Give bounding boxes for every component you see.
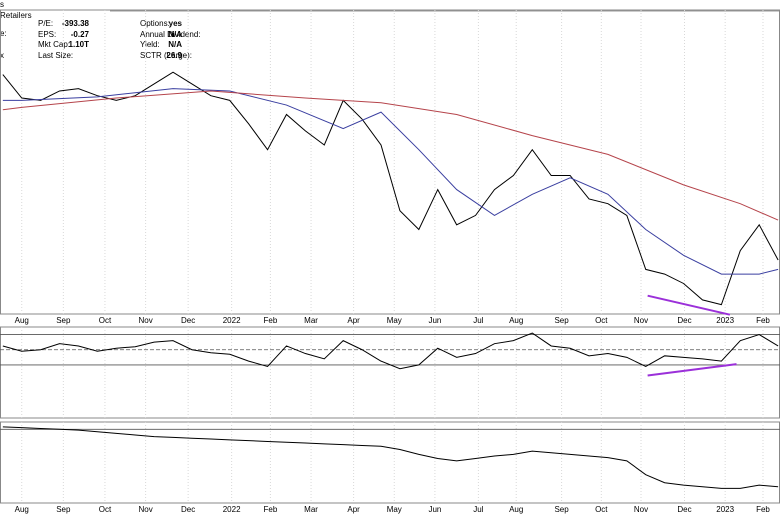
x-tick-label: Sep xyxy=(56,316,71,325)
x-tick-label: Aug xyxy=(509,316,523,325)
x-tick-label: Nov xyxy=(634,505,648,514)
x-tick-label: Oct xyxy=(99,316,112,325)
x-tick-label: 2023 xyxy=(716,505,734,514)
moving-average xyxy=(2,88,779,275)
price-line xyxy=(2,426,779,489)
x-tick-label: Mar xyxy=(304,316,318,325)
stat-label: Yield: xyxy=(140,40,160,49)
stat-value: N/A xyxy=(168,30,182,39)
stat-label: Last Size: xyxy=(38,51,73,60)
x-tick-label: Feb xyxy=(264,316,278,325)
x-tick-label: Dec xyxy=(677,316,691,325)
x-tick-label: Apr xyxy=(347,316,360,325)
x-tick-label: Nov xyxy=(138,505,152,514)
x-tick-label: Dec xyxy=(677,505,691,514)
x-tick-label: May xyxy=(387,505,402,514)
x-tick-label: Oct xyxy=(595,505,608,514)
stat-value: yes xyxy=(169,19,183,28)
x-tick-label: Dec xyxy=(181,316,195,325)
x-tick-label: Sep xyxy=(56,505,71,514)
stat-label: SCTR (Large): xyxy=(140,51,192,60)
x-tick-label: 2023 xyxy=(716,316,734,325)
price-line xyxy=(2,332,779,370)
x-tick-label: Nov xyxy=(138,316,152,325)
x-tick-label: Nov xyxy=(634,316,648,325)
x-tick-label: Aug xyxy=(15,316,29,325)
x-tick-label: Sep xyxy=(554,505,569,514)
side-label: e: xyxy=(0,29,7,38)
side-label: x xyxy=(0,51,4,60)
panel-frame xyxy=(0,9,780,315)
stat-value: 26.9 xyxy=(166,51,182,60)
x-tick-label: Aug xyxy=(15,505,29,514)
x-tick-label: Jul xyxy=(473,316,483,325)
sector: Retailers xyxy=(0,11,32,20)
trendline xyxy=(647,363,737,377)
x-tick-label: Feb xyxy=(756,505,770,514)
symbol-fragment: s xyxy=(0,0,4,9)
stat-label: Annual Dividend: xyxy=(140,30,200,39)
stat-label: EPS: xyxy=(38,30,56,39)
stat-label: Mkt Cap: xyxy=(38,40,70,49)
x-tick-label: Feb xyxy=(756,316,770,325)
price-line xyxy=(2,71,779,306)
x-tick-label: Feb xyxy=(264,505,278,514)
x-tick-label: Sep xyxy=(554,316,569,325)
x-tick-label: Jun xyxy=(428,316,441,325)
stat-label: Options: xyxy=(140,19,170,28)
moving-average xyxy=(2,90,779,221)
panel-frame xyxy=(0,326,780,419)
stat-label: P/E: xyxy=(38,19,53,28)
trendline xyxy=(647,294,731,316)
x-tick-label: Aug xyxy=(509,505,523,514)
x-tick-label: Apr xyxy=(347,505,360,514)
x-tick-label: 2022 xyxy=(223,505,241,514)
x-tick-label: Jul xyxy=(473,505,483,514)
x-tick-label: Mar xyxy=(304,505,318,514)
x-tick-label: Oct xyxy=(99,505,112,514)
x-tick-label: Dec xyxy=(181,505,195,514)
x-tick-label: May xyxy=(387,316,402,325)
stat-value: -393.38 xyxy=(62,19,90,28)
panel-frame xyxy=(0,421,780,504)
stat-value: 1.10T xyxy=(69,40,90,49)
x-tick-label: Jun xyxy=(428,505,441,514)
stat-value: -0.27 xyxy=(71,30,90,39)
stat-value: N/A xyxy=(168,40,182,49)
x-tick-label: 2022 xyxy=(223,316,241,325)
x-tick-label: Oct xyxy=(595,316,608,325)
